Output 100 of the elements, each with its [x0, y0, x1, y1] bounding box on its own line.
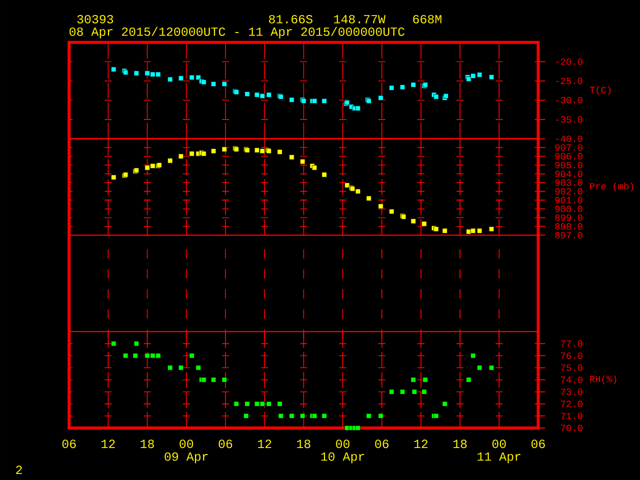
y-axis-title: T(C)	[590, 86, 611, 95]
y-tick-label: 902.0	[555, 188, 582, 195]
point	[167, 158, 173, 164]
point	[488, 226, 494, 232]
point	[111, 174, 116, 180]
point	[134, 341, 140, 346]
text: 2	[16, 466, 22, 474]
point	[355, 188, 361, 194]
point	[434, 226, 439, 232]
point	[266, 401, 272, 406]
point	[410, 82, 416, 88]
point	[422, 221, 427, 226]
text: 668M	[413, 14, 442, 24]
point	[260, 148, 265, 154]
y-tick-label: 900.0	[555, 206, 582, 212]
point	[470, 228, 476, 234]
point	[422, 377, 428, 382]
point	[189, 353, 194, 358]
y-tick-label: 74.0	[561, 376, 582, 383]
point	[322, 172, 327, 178]
point	[410, 377, 416, 382]
point	[400, 84, 406, 90]
point	[144, 353, 150, 358]
y-tick-label: 905.0	[555, 162, 582, 168]
point	[488, 74, 494, 80]
y-tick-label: 901.0	[555, 196, 582, 204]
y-tick-label: 73.0	[561, 388, 582, 396]
x-tick-label: 18	[297, 440, 310, 448]
point	[312, 413, 318, 419]
x-tick-label: 18	[453, 440, 467, 448]
point	[476, 72, 482, 78]
point	[178, 365, 184, 370]
y-tick-label: 77.0	[561, 340, 582, 347]
y-tick-label: -25.0	[556, 78, 582, 84]
text: 09 Apr	[164, 452, 208, 464]
point	[344, 182, 350, 188]
point	[434, 94, 439, 100]
chart-subtitle: 08 Apr 2015/120000UTC - 11 Apr 2015/000000UTC	[70, 26, 405, 38]
point	[222, 377, 227, 382]
point	[150, 72, 156, 77]
x-tick-label: 06	[531, 440, 545, 448]
point	[210, 148, 216, 154]
y-tick-label: 897.0	[555, 232, 582, 238]
point	[144, 165, 150, 170]
point	[201, 151, 206, 156]
point	[266, 92, 272, 98]
point	[378, 95, 384, 101]
x-tick-label: 12	[102, 440, 115, 448]
x-tick-label: 00	[492, 440, 506, 448]
y-tick-label: -20.0	[556, 58, 582, 65]
point	[254, 401, 260, 406]
point	[300, 413, 306, 419]
point	[366, 196, 372, 201]
point	[134, 70, 140, 76]
x-tick-label: 18	[140, 440, 154, 448]
point	[355, 425, 361, 431]
x-tick-label: 00	[180, 440, 194, 448]
text: 11 Apr	[478, 452, 520, 464]
point	[442, 228, 448, 234]
text: 148.77W	[334, 14, 386, 24]
point	[260, 401, 265, 406]
point	[312, 165, 318, 170]
point	[234, 401, 239, 406]
point	[277, 149, 282, 155]
y-tick-label: 899.0	[555, 214, 582, 221]
y-tick-label: 907.0	[555, 144, 582, 151]
text: 81.66S	[269, 14, 312, 24]
y-tick-label: 904.0	[555, 170, 582, 178]
y-tick-label: -40.0	[556, 136, 582, 142]
point	[412, 389, 418, 394]
point	[389, 389, 394, 394]
point	[201, 80, 206, 85]
point	[150, 163, 156, 169]
y-tick-label: 75.0	[561, 364, 582, 371]
point	[422, 389, 427, 394]
point	[167, 76, 173, 82]
point	[254, 92, 260, 98]
point	[167, 365, 173, 370]
text: 10 Apr	[321, 452, 364, 464]
point	[289, 154, 294, 160]
point	[122, 353, 128, 358]
point	[476, 228, 482, 234]
point	[355, 106, 361, 111]
point	[210, 81, 216, 87]
point	[132, 353, 138, 358]
point	[434, 413, 439, 419]
point	[289, 97, 294, 102]
point	[111, 66, 116, 72]
point	[278, 413, 284, 419]
point	[254, 148, 260, 153]
point	[222, 146, 227, 152]
y-tick-label: -35.0	[556, 116, 582, 123]
point	[156, 353, 161, 358]
point	[260, 93, 265, 99]
y-tick-label: 76.0	[561, 352, 582, 359]
y-tick-label: 906.0	[555, 153, 582, 160]
point	[244, 401, 250, 406]
point	[466, 229, 472, 234]
point	[470, 353, 476, 358]
point	[389, 85, 394, 90]
